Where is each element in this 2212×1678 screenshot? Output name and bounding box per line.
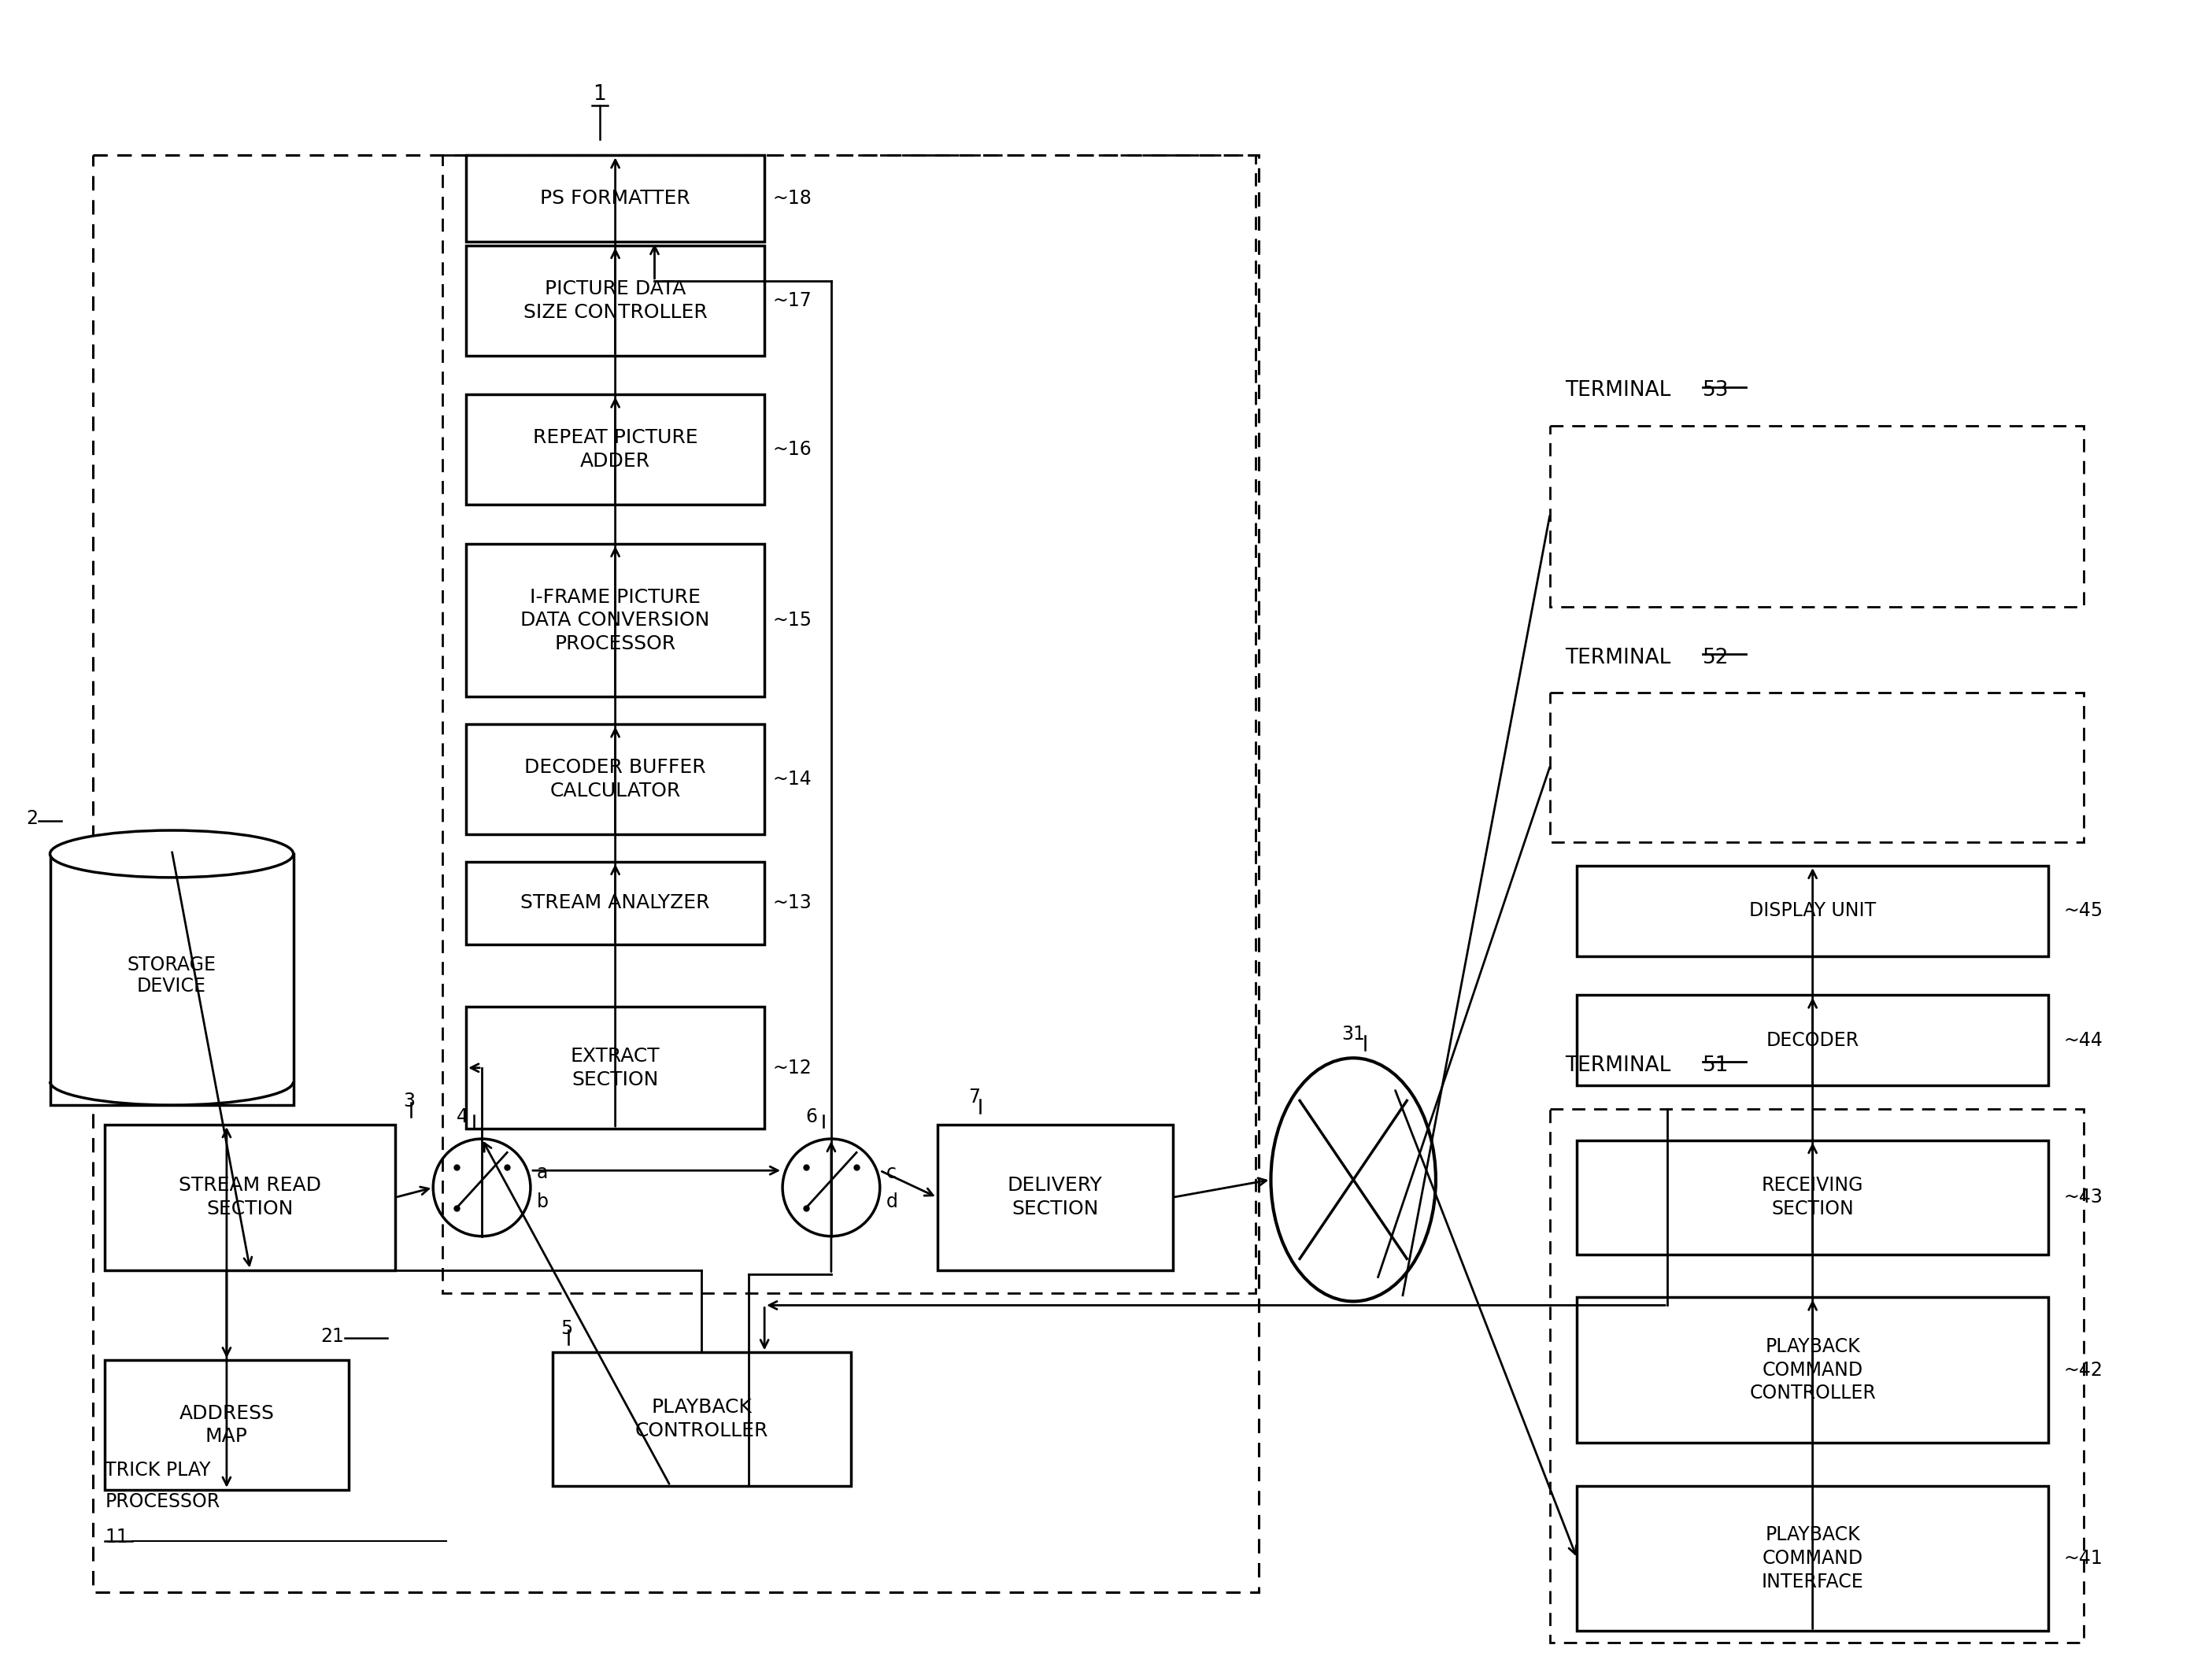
Text: 53: 53 [1703, 381, 1730, 401]
FancyBboxPatch shape [104, 1361, 347, 1490]
Text: 4: 4 [456, 1107, 469, 1126]
Text: PLAYBACK
CONTROLLER: PLAYBACK CONTROLLER [635, 1398, 768, 1440]
Text: DECODER BUFFER
CALCULATOR: DECODER BUFFER CALCULATOR [524, 758, 706, 800]
Text: TERMINAL: TERMINAL [1566, 648, 1670, 668]
Text: REPEAT PICTURE
ADDER: REPEAT PICTURE ADDER [533, 428, 697, 472]
FancyBboxPatch shape [467, 394, 765, 505]
Text: DECODER: DECODER [1765, 1030, 1858, 1050]
Text: PLAYBACK
COMMAND
INTERFACE: PLAYBACK COMMAND INTERFACE [1761, 1525, 1865, 1591]
Text: 5: 5 [560, 1319, 573, 1339]
Text: b: b [538, 1193, 549, 1212]
Text: PROCESSOR: PROCESSOR [104, 1492, 219, 1510]
Text: DELIVERY
SECTION: DELIVERY SECTION [1006, 1176, 1102, 1218]
FancyBboxPatch shape [467, 245, 765, 356]
Text: ~43: ~43 [2064, 1188, 2104, 1206]
FancyBboxPatch shape [1577, 1485, 2048, 1631]
FancyBboxPatch shape [467, 1007, 765, 1129]
Text: 2: 2 [27, 809, 38, 827]
Text: STREAM ANALYZER: STREAM ANALYZER [520, 893, 710, 913]
Text: DISPLAY UNIT: DISPLAY UNIT [1750, 901, 1876, 920]
Text: ~12: ~12 [772, 1059, 812, 1077]
Text: ~15: ~15 [772, 611, 812, 629]
FancyBboxPatch shape [1577, 1297, 2048, 1443]
Text: ~13: ~13 [772, 893, 812, 913]
FancyBboxPatch shape [553, 1352, 852, 1485]
Text: ~18: ~18 [772, 190, 812, 208]
Text: 11: 11 [104, 1527, 128, 1547]
Text: TRICK PLAY: TRICK PLAY [104, 1460, 210, 1480]
Text: 31: 31 [1340, 1025, 1365, 1044]
Text: STREAM READ
SECTION: STREAM READ SECTION [179, 1176, 321, 1218]
Text: I-FRAME PICTURE
DATA CONVERSION
PROCESSOR: I-FRAME PICTURE DATA CONVERSION PROCESSO… [520, 587, 710, 653]
Text: STORAGE
DEVICE: STORAGE DEVICE [128, 955, 217, 997]
Text: ~45: ~45 [2064, 901, 2104, 920]
Text: ~41: ~41 [2064, 1549, 2104, 1567]
Text: 51: 51 [1703, 1055, 1730, 1076]
FancyBboxPatch shape [1577, 1141, 2048, 1253]
Text: 21: 21 [321, 1327, 345, 1346]
Text: ~16: ~16 [772, 440, 812, 460]
FancyBboxPatch shape [51, 854, 294, 1106]
FancyBboxPatch shape [467, 156, 765, 242]
Text: ~14: ~14 [772, 770, 812, 789]
FancyBboxPatch shape [467, 862, 765, 945]
Text: ~17: ~17 [772, 290, 812, 310]
Text: TERMINAL: TERMINAL [1566, 381, 1670, 401]
Text: 6: 6 [805, 1107, 818, 1126]
Text: 1: 1 [593, 84, 606, 106]
Text: a: a [538, 1163, 549, 1183]
FancyBboxPatch shape [1577, 995, 2048, 1086]
Text: c: c [887, 1163, 896, 1183]
Text: ~42: ~42 [2064, 1361, 2104, 1379]
FancyBboxPatch shape [467, 725, 765, 834]
Text: TERMINAL: TERMINAL [1566, 1055, 1670, 1076]
Text: d: d [887, 1193, 898, 1212]
Text: 7: 7 [969, 1087, 980, 1107]
FancyBboxPatch shape [467, 544, 765, 696]
Text: 52: 52 [1703, 648, 1730, 668]
FancyBboxPatch shape [104, 1124, 396, 1270]
Text: PS FORMATTER: PS FORMATTER [540, 190, 690, 208]
Text: EXTRACT
SECTION: EXTRACT SECTION [571, 1047, 659, 1089]
Text: ~44: ~44 [2064, 1030, 2104, 1050]
Text: RECEIVING
SECTION: RECEIVING SECTION [1761, 1176, 1863, 1218]
Text: 3: 3 [403, 1092, 416, 1111]
Text: PICTURE DATA
SIZE CONTROLLER: PICTURE DATA SIZE CONTROLLER [524, 279, 708, 322]
Ellipse shape [51, 831, 294, 878]
Text: PLAYBACK
COMMAND
CONTROLLER: PLAYBACK COMMAND CONTROLLER [1750, 1337, 1876, 1403]
Text: ADDRESS
MAP: ADDRESS MAP [179, 1404, 274, 1446]
FancyBboxPatch shape [1577, 866, 2048, 956]
FancyBboxPatch shape [938, 1124, 1172, 1270]
